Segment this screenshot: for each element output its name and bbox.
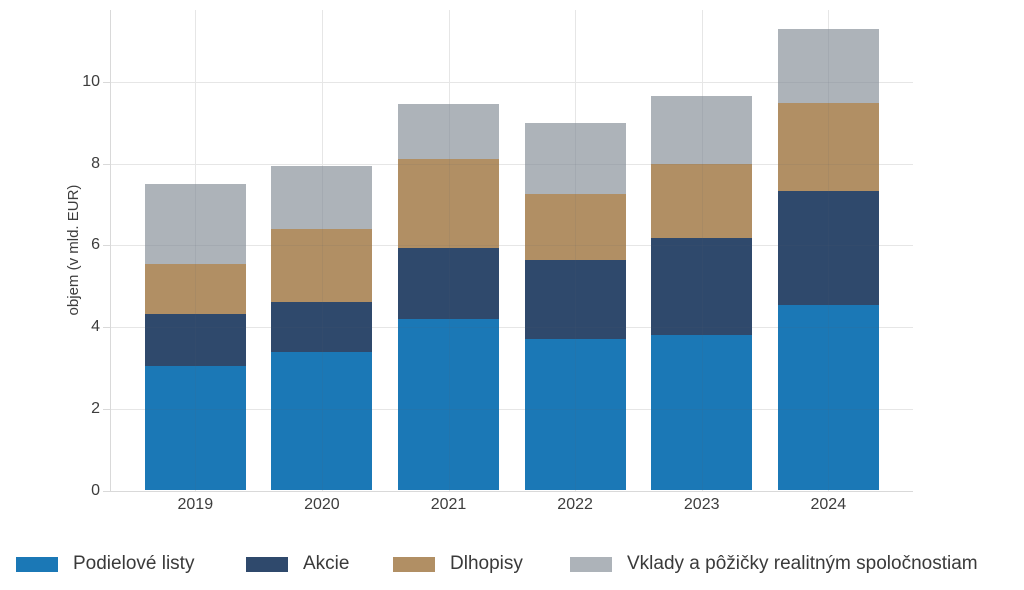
bar-segment-2024-series1: [777, 190, 879, 305]
bar-segment-2019-series0: [144, 365, 246, 491]
y-tick-label: 4: [91, 318, 100, 336]
x-tick-label: 2019: [177, 496, 214, 513]
y-gridline: [110, 81, 913, 83]
bar-segment-2021-series2: [398, 159, 499, 249]
y-tick-mark: [103, 490, 110, 492]
bar-segment-2024-series2: [777, 103, 879, 191]
y-gridline: [110, 245, 913, 247]
bar-segment-2021-series1: [398, 248, 499, 319]
bar-segment-2020-series2: [271, 228, 373, 302]
legend-swatch-series1: [246, 556, 288, 572]
y-tick-label: 10: [82, 72, 100, 90]
x-tick-label: 2022: [557, 496, 593, 513]
bar-segment-2020-series1: [271, 301, 373, 352]
bar-segment-2024-series0: [777, 304, 879, 491]
legend-label-series0: Podielové listy: [73, 553, 195, 574]
x-tick-label: 2023: [683, 496, 720, 513]
bar-segment-2020-series3: [271, 166, 373, 229]
x-tick-label: 2021: [430, 496, 467, 513]
y-axis-line: [110, 10, 111, 492]
bar-segment-2022-series3: [524, 122, 626, 195]
bar-segment-2023-series3: [651, 96, 753, 165]
bar-segment-2021-series3: [398, 103, 499, 160]
legend-swatch-series0: [16, 556, 58, 572]
bar-segment-2022-series0: [524, 339, 626, 491]
y-gridline: [110, 408, 913, 410]
y-gridline: [110, 163, 913, 165]
y-tick-mark: [103, 163, 110, 165]
y-tick-label: 0: [91, 481, 100, 499]
y-tick-mark: [103, 245, 110, 247]
bar-segment-2022-series2: [524, 194, 626, 260]
y-tick-label: 6: [91, 236, 100, 254]
bar-segment-2019-series2: [144, 264, 246, 314]
y-gridline: [110, 327, 913, 329]
bar-segment-2022-series1: [524, 259, 626, 340]
bar-segment-2023-series0: [651, 335, 753, 491]
bar-segment-2019-series3: [144, 184, 246, 265]
legend-swatch-series2: [393, 556, 435, 572]
legend-label-series2: Dlhopisy: [450, 553, 523, 574]
legend-label-series3: Vklady a pôžičky realitným spoločnostiam: [627, 553, 978, 574]
bar-segment-2019-series1: [144, 313, 246, 366]
legend-swatch-series3: [570, 556, 612, 572]
legend-label-series1: Akcie: [303, 553, 350, 574]
bar-segment-2021-series0: [398, 318, 499, 491]
y-tick-label: 8: [91, 154, 100, 172]
x-tick-label: 2024: [810, 496, 847, 513]
bar-segment-2023-series2: [651, 164, 753, 238]
y-tick-label: 2: [91, 399, 100, 417]
x-axis-line: [110, 490, 913, 492]
bar-segment-2024-series3: [777, 29, 879, 104]
y-tick-mark: [103, 81, 110, 83]
bar-segment-2023-series1: [651, 237, 753, 336]
y-tick-mark: [103, 408, 110, 410]
bar-segment-2020-series0: [271, 351, 373, 491]
y-tick-mark: [103, 327, 110, 329]
x-tick-label: 2020: [304, 496, 340, 513]
